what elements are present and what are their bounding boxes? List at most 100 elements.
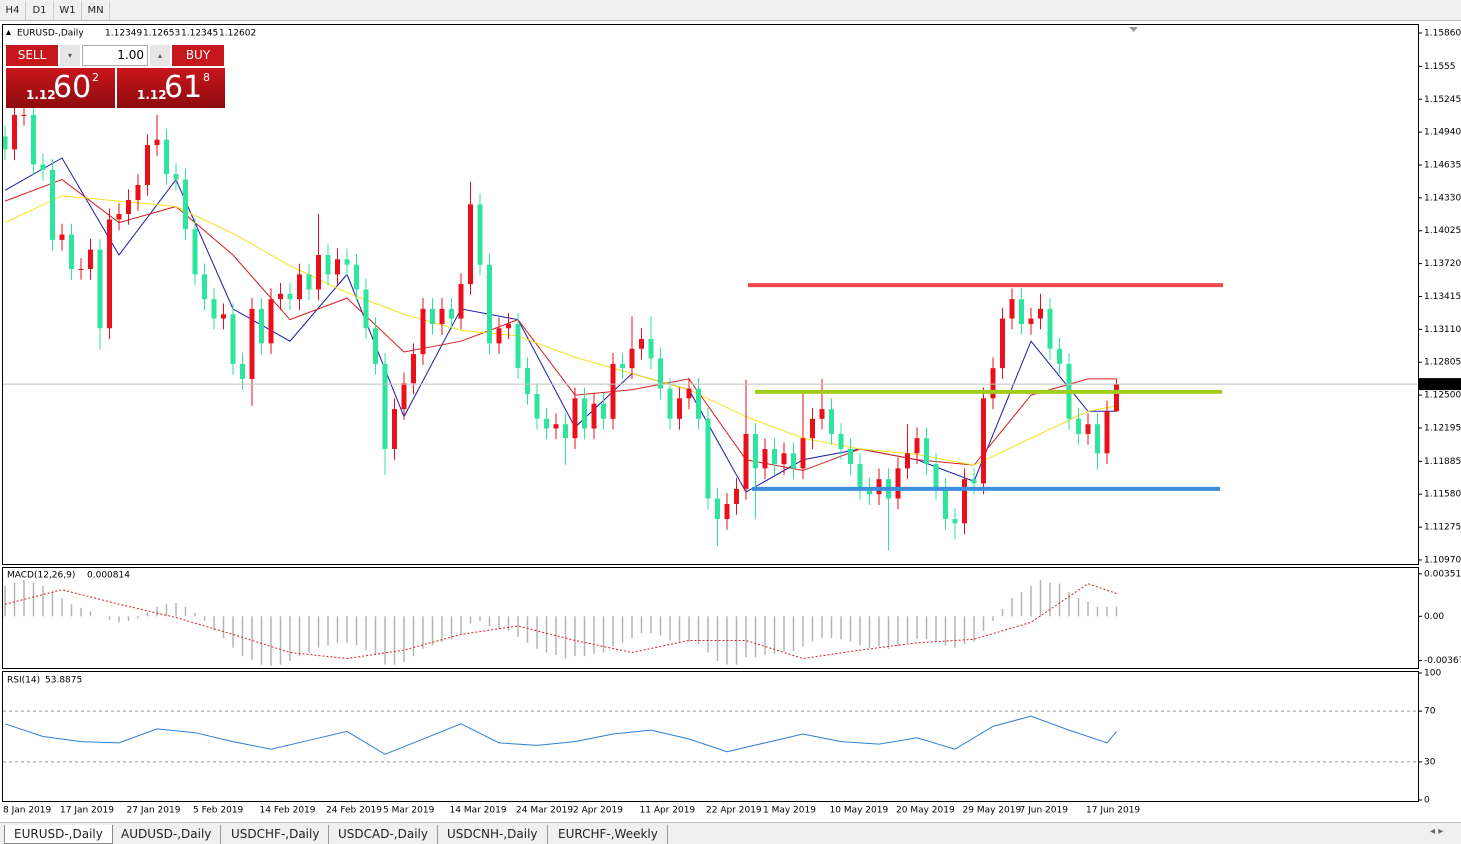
x-tick-label: 7 Jun 2019 bbox=[1020, 806, 1069, 816]
candle-body bbox=[344, 259, 350, 265]
candle-body bbox=[59, 234, 65, 240]
sell-button[interactable]: SELL bbox=[6, 45, 58, 66]
candle-body bbox=[1047, 308, 1053, 349]
chart-tab[interactable]: USDCHF-,Daily bbox=[222, 825, 330, 844]
candle-body bbox=[506, 323, 511, 329]
candle-body bbox=[449, 308, 454, 319]
candle-body bbox=[316, 254, 321, 290]
candle-body bbox=[838, 433, 844, 449]
candle-body bbox=[686, 388, 692, 399]
ask-fraction: 8 bbox=[203, 71, 210, 84]
candle-body bbox=[116, 214, 122, 220]
macd-panel bbox=[2, 567, 1419, 669]
candle-body bbox=[867, 488, 872, 495]
chart-tab[interactable]: USDCAD-,Daily bbox=[329, 825, 438, 844]
candle-body bbox=[962, 479, 967, 524]
candle-body bbox=[772, 448, 777, 465]
candle-body bbox=[933, 464, 939, 489]
x-tick-label: 20 May 2019 bbox=[896, 806, 955, 816]
candle-body bbox=[696, 388, 701, 419]
candle-body bbox=[192, 229, 198, 275]
candle-body bbox=[553, 424, 559, 429]
x-tick-label: 11 Apr 2019 bbox=[640, 806, 696, 816]
candle-body bbox=[667, 388, 673, 419]
candle-body bbox=[829, 409, 834, 434]
timeframe-button[interactable]: H4 bbox=[0, 1, 26, 20]
timeframe-button[interactable]: MN bbox=[82, 1, 110, 20]
candle-body bbox=[325, 254, 331, 275]
candle-body bbox=[1076, 418, 1081, 434]
x-tick-label: 10 May 2019 bbox=[830, 806, 889, 816]
macd-title: MACD(12,26,9) bbox=[7, 571, 75, 581]
candle-body bbox=[572, 398, 578, 439]
candle-body bbox=[952, 519, 958, 524]
candle-body bbox=[648, 339, 654, 359]
candle-body bbox=[411, 354, 416, 384]
ask-price[interactable]: 1.12 61 8 bbox=[117, 68, 225, 108]
buy-button[interactable]: BUY bbox=[172, 45, 224, 66]
candle-body bbox=[1028, 318, 1034, 324]
x-tick-label: 14 Mar 2019 bbox=[450, 806, 507, 816]
chart-tab[interactable]: AUDUSD-,Daily bbox=[112, 825, 222, 844]
candle-body bbox=[145, 145, 150, 185]
candle-body bbox=[392, 409, 397, 449]
x-tick-label: 5 Mar 2019 bbox=[383, 806, 435, 816]
chart-tab[interactable]: EURCHF-,Weekly bbox=[549, 825, 668, 844]
candle-body bbox=[1000, 318, 1005, 369]
candle-body bbox=[1057, 348, 1062, 364]
candle-body bbox=[515, 323, 521, 369]
y-tick-label: 1.12805 bbox=[1424, 358, 1461, 368]
y-tick-label: 0.00 bbox=[1424, 612, 1444, 622]
chart-tab[interactable]: USDCNH-,Daily bbox=[438, 825, 548, 844]
bid-fraction: 2 bbox=[92, 71, 99, 84]
candle-body bbox=[202, 274, 207, 300]
x-tick-label: 2 Apr 2019 bbox=[573, 806, 623, 816]
y-tick-label: 1.11580 bbox=[1424, 490, 1461, 500]
price-label-box bbox=[1419, 378, 1461, 391]
lot-dropdown[interactable]: ▾ bbox=[60, 45, 80, 66]
candle-body bbox=[876, 479, 882, 495]
x-tick-label: 14 Feb 2019 bbox=[260, 806, 316, 816]
candle-body bbox=[981, 398, 986, 484]
candle-body bbox=[753, 433, 758, 469]
timeframe-button[interactable]: D1 bbox=[26, 1, 54, 20]
candle-body bbox=[544, 418, 549, 429]
y-tick-label: 0.003518 bbox=[1424, 569, 1461, 579]
x-tick-label: 29 May 2019 bbox=[963, 806, 1022, 816]
y-tick-label: 1.14635 bbox=[1424, 160, 1461, 170]
x-tick-label: 8 Jan 2019 bbox=[3, 806, 51, 816]
macd-value: 0.000814 bbox=[87, 571, 130, 581]
candle-body bbox=[21, 114, 27, 116]
rsi-title: RSI(14) bbox=[7, 676, 40, 686]
x-tick-label: 1 May 2019 bbox=[763, 806, 816, 816]
candle-body bbox=[895, 468, 901, 499]
y-tick-label: 1.15245 bbox=[1424, 95, 1461, 105]
chart-tab[interactable]: EURUSD-,Daily bbox=[4, 825, 113, 844]
candle-body bbox=[468, 204, 473, 285]
y-tick-label: 30 bbox=[1424, 757, 1436, 767]
candle-body bbox=[620, 363, 625, 369]
candle-body bbox=[943, 488, 948, 520]
tab-bar bbox=[0, 822, 1461, 844]
candle-body bbox=[240, 363, 245, 379]
y-tick-label: 70 bbox=[1424, 707, 1436, 717]
lot-up[interactable]: ▴ bbox=[150, 45, 170, 66]
candle-body bbox=[705, 418, 711, 499]
candle-body bbox=[78, 268, 84, 270]
candle-body bbox=[439, 308, 445, 324]
timeframe-button[interactable]: W1 bbox=[54, 1, 82, 20]
lot-input[interactable]: 1.00 bbox=[82, 45, 148, 66]
candle-body bbox=[420, 308, 426, 355]
y-tick-label: -0.00367 bbox=[1424, 656, 1461, 666]
y-tick-label: 100 bbox=[1424, 669, 1441, 679]
candle-body bbox=[914, 438, 920, 454]
y-tick-label: 1.14330 bbox=[1424, 193, 1461, 203]
tab-scroll[interactable]: ◂ ▸ bbox=[1430, 826, 1444, 837]
candle-body bbox=[373, 328, 378, 364]
y-tick-label: 1.12195 bbox=[1424, 423, 1461, 433]
candle-body bbox=[591, 403, 597, 429]
candle-body bbox=[582, 398, 587, 429]
candle-body bbox=[1104, 411, 1110, 454]
ohlc-close: 1.12602 bbox=[219, 29, 256, 39]
bid-price[interactable]: 1.12 60 2 bbox=[6, 68, 115, 108]
